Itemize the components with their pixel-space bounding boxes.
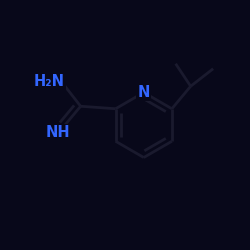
Text: H₂N: H₂N — [34, 74, 65, 89]
Text: NH: NH — [46, 125, 70, 140]
Text: N: N — [138, 85, 150, 100]
